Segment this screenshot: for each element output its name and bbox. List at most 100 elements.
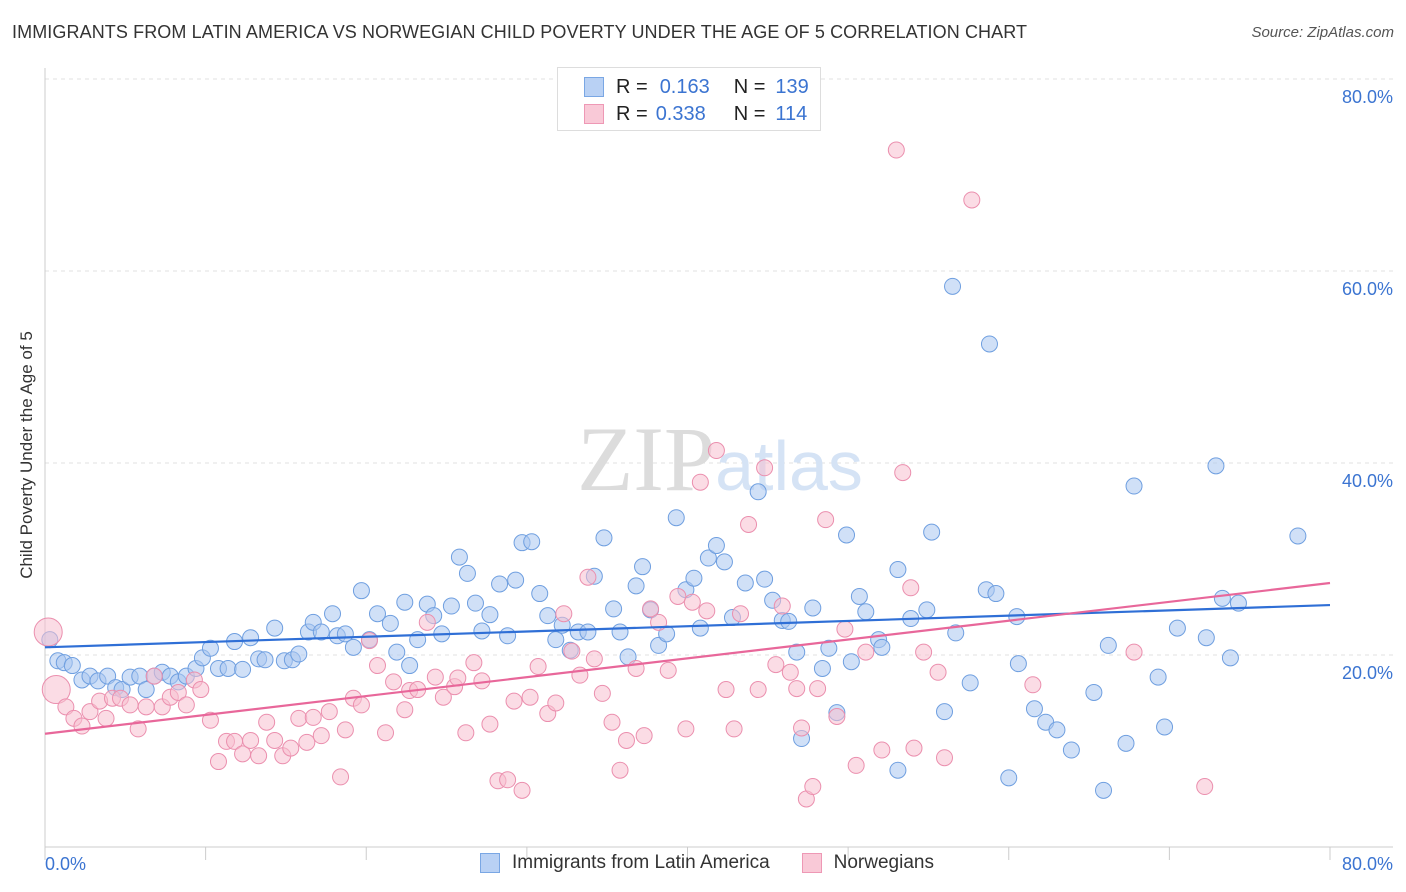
point-latin-america — [352, 582, 370, 600]
point-norwegians — [1024, 676, 1042, 694]
point-latin-america — [219, 659, 237, 677]
point-norwegians — [836, 620, 854, 638]
point-latin-america — [923, 523, 941, 541]
point-latin-america — [579, 623, 597, 641]
point-latin-america — [1168, 619, 1186, 637]
point-norwegians — [129, 720, 147, 738]
point-norwegians — [209, 753, 227, 771]
point-norwegians — [773, 597, 791, 615]
point-norwegians — [749, 681, 767, 699]
point-norwegians — [521, 688, 539, 706]
point-norwegians — [717, 681, 735, 699]
point-latin-america — [1213, 589, 1231, 607]
point-latin-america — [266, 619, 284, 637]
r-label: R = — [616, 102, 648, 125]
point-norwegians — [603, 713, 621, 731]
y-tick-label: 40.0% — [1342, 471, 1393, 491]
point-latin-america — [499, 627, 517, 645]
point-latin-america — [396, 593, 414, 611]
point-latin-america — [918, 601, 936, 619]
legend-swatch-blue — [584, 77, 604, 97]
point-latin-america — [1156, 718, 1174, 736]
point-norwegians — [593, 684, 611, 702]
point-norwegians — [169, 683, 187, 701]
point-norwegians — [683, 593, 701, 611]
point-norwegians — [81, 703, 99, 721]
point-latin-america — [1117, 734, 1135, 752]
point-norwegians — [929, 663, 947, 681]
point-norwegians — [804, 778, 822, 796]
point-latin-america — [388, 643, 406, 661]
point-latin-america — [63, 657, 81, 675]
point-latin-america — [736, 574, 754, 592]
y-tick-label: 20.0% — [1342, 663, 1393, 683]
point-norwegians — [677, 720, 695, 738]
point-norwegians — [396, 701, 414, 719]
point-latin-america — [201, 639, 219, 657]
point-latin-america — [1062, 741, 1080, 759]
point-latin-america — [491, 575, 509, 593]
point-latin-america — [1009, 655, 1027, 673]
point-latin-america — [466, 594, 484, 612]
watermark: ZIPatlas — [577, 408, 863, 510]
point-latin-america — [1000, 769, 1018, 787]
point-latin-america — [256, 651, 274, 669]
point-norwegians — [936, 749, 953, 767]
point-norwegians — [1196, 778, 1214, 796]
point-latin-america — [1197, 629, 1215, 647]
legend-label-norwegians: Norwegians — [833, 852, 934, 873]
point-norwegians — [887, 141, 905, 159]
point-norwegians — [529, 658, 547, 676]
point-latin-america — [788, 643, 806, 661]
point-norwegians — [332, 768, 350, 786]
x-tick-label: 80.0% — [1342, 854, 1393, 874]
point-latin-america — [1048, 721, 1066, 739]
point-latin-america — [947, 624, 965, 642]
point-latin-america — [507, 571, 525, 589]
point-norwegians — [312, 727, 330, 745]
point-latin-america — [523, 533, 541, 551]
point-latin-america — [838, 526, 856, 544]
point-norwegians — [740, 515, 758, 533]
point-norwegians — [505, 692, 523, 710]
point-latin-america — [780, 612, 798, 630]
point-norwegians — [368, 657, 386, 675]
point-norwegians — [137, 698, 155, 716]
point-norwegians — [691, 473, 709, 491]
point-norwegians — [499, 771, 517, 789]
point-norwegians — [659, 661, 677, 679]
point-norwegians — [304, 708, 322, 726]
point-norwegians — [617, 731, 635, 749]
point-norwegians — [756, 459, 774, 477]
point-latin-america — [137, 681, 155, 699]
point-norwegians — [1125, 643, 1143, 661]
point-latin-america — [381, 614, 399, 632]
point-latin-america — [1289, 527, 1307, 545]
point-latin-america — [1095, 781, 1113, 799]
point-latin-america — [1149, 668, 1167, 686]
point-latin-america — [458, 564, 476, 582]
point-latin-america — [961, 674, 979, 692]
point-latin-america — [850, 587, 868, 605]
legend-swatch-blue — [480, 853, 500, 873]
chart-source: Source: ZipAtlas.com — [1251, 24, 1394, 41]
point-norwegians — [793, 719, 811, 737]
point-norwegians — [894, 464, 912, 482]
point-norwegians — [817, 511, 835, 529]
point-latin-america — [667, 509, 685, 527]
point-norwegians — [481, 715, 499, 733]
point-norwegians — [177, 696, 195, 714]
chart-title: IMMIGRANTS FROM LATIN AMERICA VS NORWEGI… — [12, 22, 1028, 42]
point-latin-america — [611, 623, 629, 641]
point-norwegians — [360, 632, 378, 650]
point-latin-america — [1085, 683, 1103, 701]
point-norwegians — [847, 756, 865, 774]
point-norwegians — [352, 696, 370, 714]
point-norwegians — [902, 579, 920, 597]
point-latin-america — [290, 645, 308, 663]
point-norwegians — [457, 724, 475, 742]
point-norwegians — [579, 568, 597, 586]
point-norwegians — [513, 781, 531, 799]
r-value: 0.338 — [655, 102, 706, 125]
r-value: 0.163 — [659, 75, 710, 98]
